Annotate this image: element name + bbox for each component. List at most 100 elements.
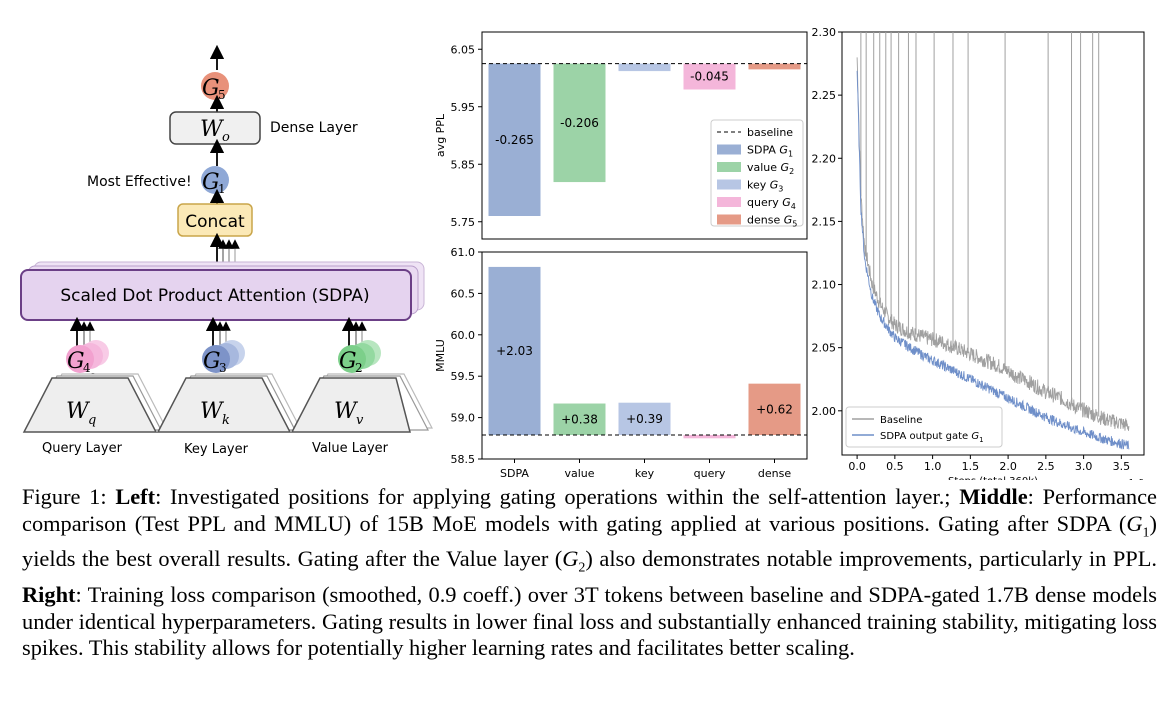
y-tick-label: 5.85 [451,158,476,171]
gate-g5-circle [201,72,229,100]
key-layer-label: Key Layer [184,442,249,457]
gate-g1-circle [201,166,229,194]
y-tick-label: 2.20 [812,152,837,165]
caption-left-bold: Left [115,484,156,509]
x-axis-label: Steps (total 360k) [948,476,1038,480]
x-tick-label: 3.0 [1075,460,1093,473]
loss-series-0 [856,57,1130,431]
legend-entry: dense G5 [747,214,797,229]
x-tick-label: query [694,467,726,480]
legend-swatch [717,197,741,207]
y-tick-label: 60.0 [451,329,476,342]
w-o-sub: o [222,130,230,145]
caption-fig: Figure 1: [22,484,116,509]
y-tick-label: 2.25 [812,89,837,102]
bar-value-label: +0.62 [756,402,793,416]
caption-middle-bold: Middle [959,484,1028,509]
y-tick-label: 2.15 [812,215,837,228]
loss-plot-frame [841,31,1145,456]
w-v-sub: v [356,413,364,428]
gate-g1-letter: G [202,170,220,195]
legend-entry: query G4 [747,196,796,211]
gate-g1: G 1 [201,166,229,196]
legend-entry: SDPA G1 [747,144,793,159]
y-axis-label: MMLU [434,339,447,372]
caption-middle-text: : Performance comparison (Test PPL and M… [22,484,1157,536]
legend-swatch [717,214,741,225]
value-layer-label: Value Layer [312,441,389,456]
gate-g5-letter: G [202,76,220,101]
w-q-letter: W [66,399,91,424]
mmlu-bar-chart: 61.0 60.5 60.0 59.5 59.0 58.5 MMLU +2.03 SDPA +0.… [434,246,808,480]
y-tick-label: 2.10 [812,279,837,292]
key-layer-trapezoid [156,377,292,433]
bar-query [683,434,736,439]
legend-entry: key G3 [747,179,783,194]
bar-sdpa [488,63,541,216]
y-tick-label: 59.0 [451,412,476,425]
dense-layer-label: Dense Layer [270,120,358,136]
bar-value-label: -0.206 [560,116,599,130]
y-tick-label: 2.30 [812,26,837,39]
bar-value-label: +0.39 [626,412,663,426]
caption-right-text: : Training loss comparison (smoothed, 0.… [22,582,1157,661]
bar-dense [748,63,801,70]
gate-g2-circle [338,345,366,373]
bar-value-label: +0.38 [561,412,598,426]
gate-g1-sub: 1 [218,182,226,196]
gate-g3-sub: 3 [219,361,227,375]
w-k-sub: k [222,413,230,428]
y-tick-label: 60.5 [451,287,476,300]
x-tick-label: SDPA [500,467,529,480]
bar-dense [748,383,801,435]
y-tick-label: 2.05 [812,342,837,355]
gate-g3-letter: G [203,349,221,374]
x-tick-label: 0.5 [886,460,904,473]
y-tick-label: 6.05 [451,43,476,56]
caption-text-2: ) yields the best overall results. Gatin… [22,510,1157,572]
caption-left-text: : Investigated positions for applying ga… [155,484,960,509]
bar-value-label: +2.03 [496,344,533,358]
bar-value-label: -0.265 [495,133,534,147]
w-v-letter: W [334,399,359,424]
gate-g3-circle [202,345,230,373]
gate-g4-sub: 4 [83,361,91,375]
y-tick-label: 58.5 [451,453,476,466]
caption-g2-sub: 2 [578,560,586,576]
concat-label: Concat [185,212,245,232]
x-tick-label: 2.0 [999,460,1017,473]
x-tick-label: 0.0 [848,460,866,473]
loss-legend-entry: Baseline [880,415,922,426]
y-tick-label: 5.95 [451,101,476,114]
query-layer-label: Query Layer [42,441,123,456]
gate-g4-letter: G [67,349,85,374]
value-layer-trapezoid [290,377,411,433]
attention-diagram: G 5 W o Dense Layer G 1 Most Effective! … [20,44,433,457]
y-tick-label: 59.5 [451,370,476,383]
caption-text-3: ) also demonstrates notable improvements… [585,546,1158,572]
x-tick-label: 3.5 [1113,460,1131,473]
caption-g1-sub: 1 [1142,524,1150,540]
plot-frame [481,31,808,240]
w-k-letter: W [200,399,225,424]
x-tick-label: value [564,467,594,480]
gate-g5: G 5 [201,72,229,102]
legend-swatch [717,179,741,190]
x-tick-label: 2.5 [1037,460,1055,473]
x-tick-label: 1.0 [924,460,942,473]
x-tick-label: 1.5 [962,460,980,473]
w-o-letter: W [200,117,225,142]
figure-caption: Figure 1: Left: Investigated positions f… [22,484,1157,662]
legend-entry: baseline [747,126,793,139]
bar-sdpa [488,266,541,435]
y-axis-label: avg PPL [434,113,447,157]
bar-value [553,63,606,183]
x-tick-label: dense [758,467,791,480]
y-tick-label: 5.75 [451,216,476,229]
ppl-bar-chart: 6.05 5.95 5.85 5.75 avg PPL -0.265 -0.206 -0.04… [434,31,808,240]
loss-series-1 [856,70,1130,450]
legend-entry: value G2 [747,161,794,176]
gate-g2-letter: G [339,349,357,374]
x-tick-label: key [635,467,655,480]
bar-value-label: -0.045 [690,70,729,84]
